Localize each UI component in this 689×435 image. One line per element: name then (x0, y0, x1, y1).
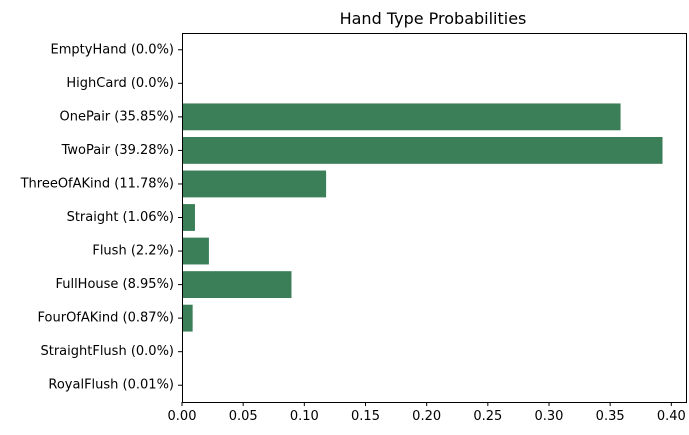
y-tick-label: OnePair (35.85%) (60, 109, 175, 124)
bar (182, 304, 193, 332)
bar (182, 103, 621, 131)
y-tick-label: TwoPair (39.28%) (61, 143, 174, 158)
y-tick-label: RoyalFlush (0.01%) (48, 378, 174, 393)
y-tick-label: Flush (2.2%) (92, 244, 174, 259)
x-tick-label: 0.25 (473, 409, 502, 424)
y-tick-label: StraightFlush (0.0%) (40, 344, 174, 359)
y-tick-label: EmptyHand (0.0%) (51, 42, 174, 57)
y-tick-label: ThreeOfAKind (11.78%) (20, 176, 174, 191)
x-axis-ticks: 0.00 0.05 0.10 0.15 0.20 0.25 0.30 0.35 0.40 (168, 402, 686, 424)
x-tick-label: 0.00 (168, 409, 197, 424)
plot-frame (182, 33, 687, 403)
y-tick-labels: EmptyHand (0.0%) HighCard (0.0%) OnePair (… (20, 42, 182, 393)
y-tick-label: FourOfAKind (0.87%) (38, 311, 174, 326)
x-tick-label: 0.10 (290, 409, 319, 424)
y-tick-label: Straight (1.06%) (67, 210, 174, 225)
x-tick-label: 0.35 (596, 409, 625, 424)
bars-group (182, 103, 663, 399)
y-tick-label: FullHouse (8.95%) (55, 277, 174, 292)
bar (182, 237, 209, 265)
x-tick-label: 0.05 (229, 409, 258, 424)
x-tick-label: 0.15 (351, 409, 380, 424)
x-tick-label: 0.40 (657, 409, 686, 424)
bar (182, 271, 292, 299)
x-tick-label: 0.30 (535, 409, 564, 424)
chart-title: Hand Type Probabilities (340, 9, 527, 28)
y-tick-label: HighCard (0.0%) (66, 76, 174, 91)
x-tick-label: 0.20 (412, 409, 441, 424)
bar (182, 170, 327, 198)
bar (182, 136, 663, 164)
bar (182, 204, 195, 231)
